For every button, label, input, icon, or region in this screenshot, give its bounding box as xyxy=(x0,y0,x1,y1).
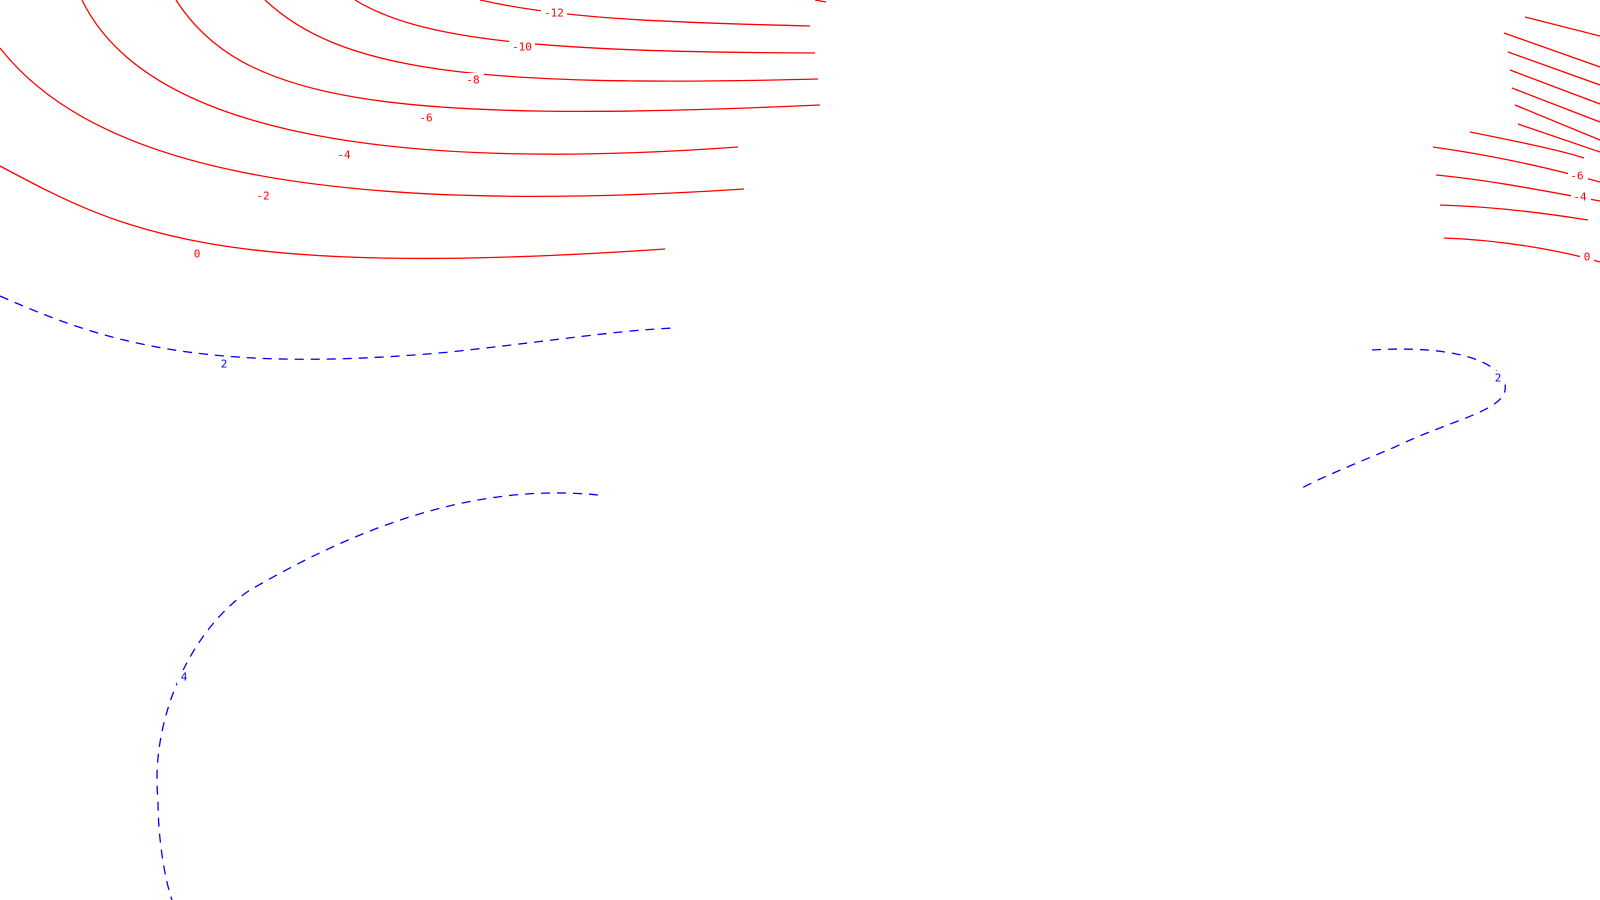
label-neg-12-text: -12 xyxy=(544,7,564,20)
label-zero-right-text: 0 xyxy=(1584,251,1591,264)
label-neg-10: -10 xyxy=(509,40,535,54)
label-neg-4-right-text: -4 xyxy=(1573,191,1587,204)
label-neg-6-text: -6 xyxy=(419,112,432,125)
label-zero-right: 0 xyxy=(1580,250,1594,264)
label-zero: 0 xyxy=(190,247,204,261)
label-neg-8: -8 xyxy=(464,73,484,87)
label-neg-8-text: -8 xyxy=(466,74,479,87)
label-neg-6-right-text: -6 xyxy=(1570,170,1583,183)
label-zero-text: 0 xyxy=(194,248,201,261)
label-pos-2-left-text: 2 xyxy=(221,358,228,371)
label-neg-4-right: -4 xyxy=(1571,190,1591,204)
label-neg-4-text: -4 xyxy=(337,149,351,162)
label-neg-6-right: -6 xyxy=(1568,169,1588,183)
label-pos-2-left: 2 xyxy=(217,357,231,371)
label-neg-10-text: -10 xyxy=(512,41,532,54)
label-pos-4-text: 4 xyxy=(181,671,188,684)
label-pos-4: 4 xyxy=(177,670,191,684)
label-neg-6: -6 xyxy=(417,111,437,125)
label-neg-4: -4 xyxy=(335,148,355,162)
label-pos-2-right: 2 xyxy=(1491,371,1505,385)
label-neg-12: -12 xyxy=(541,6,567,20)
map-background xyxy=(0,0,1600,900)
contour-map: -12 -10 -8 -6 -4 -2 0 2 xyxy=(0,0,1600,900)
label-neg-2-text: -2 xyxy=(256,190,269,203)
label-pos-2-right-text: 2 xyxy=(1495,372,1502,385)
label-neg-2: -2 xyxy=(254,189,274,203)
